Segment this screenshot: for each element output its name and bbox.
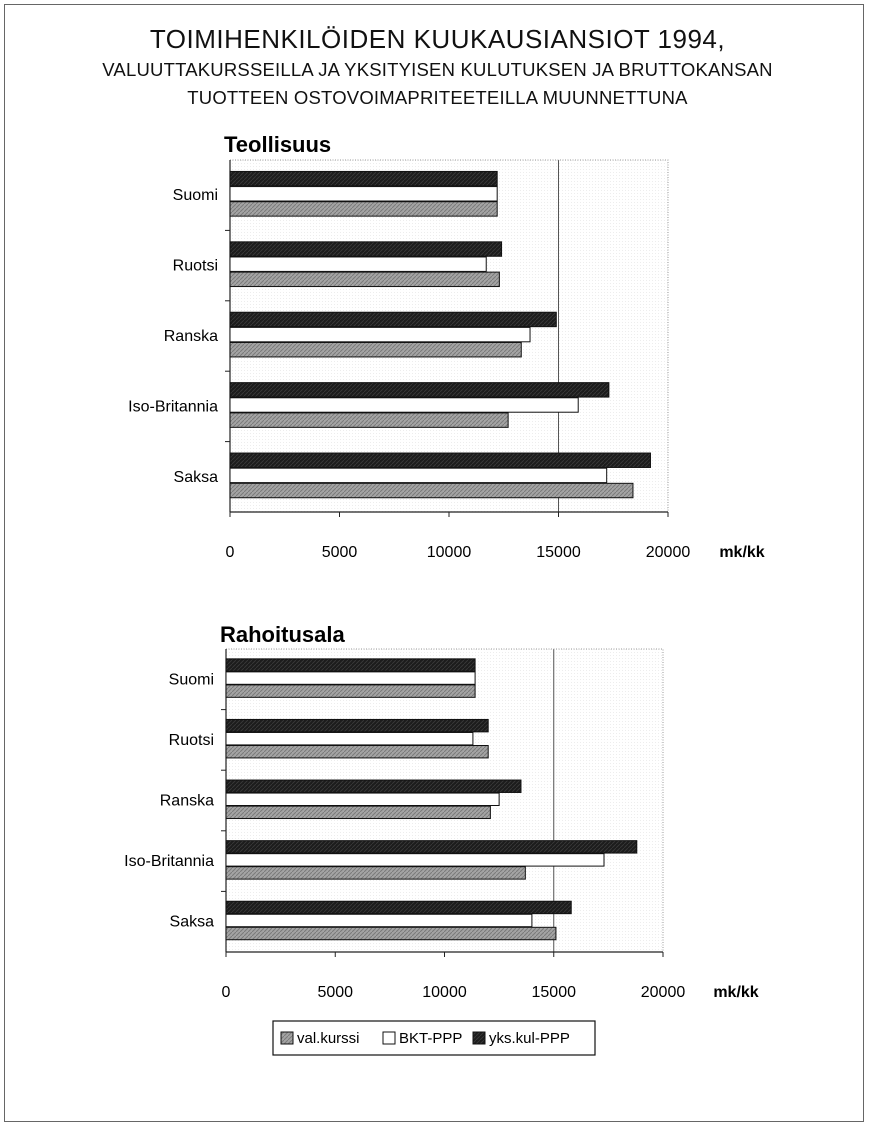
bar-teollisuus-suomi-val-kurssi [229,201,498,217]
legend-swatch [382,1031,396,1045]
bar-teollisuus-ruotsi-yks-kul-ppp [229,241,503,257]
legend-box [272,1020,596,1056]
bar-teollisuus-suomi-yks-kul-ppp [229,170,498,187]
x-tick-label: 20000 [641,984,686,1001]
chart-title-0: Teollisuus [224,132,331,157]
category-label: Ranska [164,328,218,345]
category-label: Saksa [174,469,219,486]
bar-teollisuus-iso-britannia-val-kurssi [229,412,509,428]
bar-rahoitusala-ruotsi-yks-kul-ppp [225,718,489,733]
figure-title: TOIMIHENKILÖIDEN KUUKAUSIANSIOT 1994, [149,24,726,54]
legend-label: val.kurssi [297,1030,360,1047]
bar-rahoitusala-iso-britannia-yks-kul-ppp [225,840,638,854]
bar-rahoitusala-ranska-val-kurssi [225,805,491,820]
category-label: Saksa [170,914,215,931]
bar-teollisuus-suomi-bkt-ppp [229,186,498,202]
category-label: Suomi [169,671,214,688]
bar-teollisuus-iso-britannia-bkt-ppp [229,397,579,413]
category-label: Ranska [160,793,214,810]
bar-teollisuus-iso-britannia-yks-kul-ppp [229,382,610,398]
bar-rahoitusala-suomi-bkt-ppp [225,671,476,685]
bar-teollisuus-ranska-val-kurssi [229,342,522,358]
bar-rahoitusala-ranska-bkt-ppp [225,792,500,806]
bar-rahoitusala-ruotsi-val-kurssi [225,745,489,759]
x-tick-label: 10000 [427,544,472,561]
x-tick-label: 10000 [422,984,467,1001]
bar-teollisuus-saksa-val-kurssi [229,482,634,499]
bar-teollisuus-ruotsi-bkt-ppp [229,256,487,272]
x-tick-label: 15000 [536,544,581,561]
bar-rahoitusala-saksa-bkt-ppp [225,913,533,928]
legend-swatch [472,1031,486,1045]
bar-teollisuus-ranska-bkt-ppp [229,326,531,343]
bar-rahoitusala-saksa-val-kurssi [225,926,557,941]
x-axis-unit-label: mk/kk [713,984,758,1001]
legend-label: BKT-PPP [399,1030,462,1047]
bar-rahoitusala-iso-britannia-val-kurssi [225,866,526,880]
bar-rahoitusala-iso-britannia-bkt-ppp [225,853,605,867]
bar-rahoitusala-suomi-val-kurssi [225,684,476,698]
bar-rahoitusala-suomi-yks-kul-ppp [225,658,476,672]
x-tick-label: 0 [226,544,235,561]
x-axis-unit-label: mk/kk [719,544,764,561]
category-label: Iso-Britannia [124,853,214,870]
legend-swatch [280,1031,294,1045]
bar-teollisuus-ranska-yks-kul-ppp [229,311,557,328]
category-label: Iso-Britannia [128,398,218,415]
bar-rahoitusala-ranska-yks-kul-ppp [225,779,522,793]
x-tick-label: 5000 [317,984,353,1001]
figure-subtitle-line1: VALUUTTAKURSSEILLA JA YKSITYISEN KULUTUK… [102,59,773,80]
category-label: Suomi [173,187,218,204]
figure-header: TOIMIHENKILÖIDEN KUUKAUSIANSIOT 1994, VA… [0,22,875,112]
x-tick-label: 0 [222,984,231,1001]
bar-rahoitusala-saksa-yks-kul-ppp [225,900,572,915]
figure-subtitle-line2: TUOTTEEN OSTOVOIMAPRITEETEILLA MUUNNETTU… [187,87,688,108]
category-label: Ruotsi [169,732,214,749]
bar-teollisuus-ruotsi-val-kurssi [229,271,500,288]
legend-label: yks.kul-PPP [489,1030,570,1047]
category-label: Ruotsi [173,258,218,275]
chart-title-1: Rahoitusala [220,622,345,647]
bar-rahoitusala-ruotsi-bkt-ppp [225,731,474,746]
x-tick-label: 15000 [532,984,577,1001]
bar-teollisuus-saksa-yks-kul-ppp [229,452,651,468]
bar-teollisuus-saksa-bkt-ppp [229,467,608,484]
x-tick-label: 20000 [646,544,691,561]
figure-frame [4,4,864,1122]
x-tick-label: 5000 [322,544,358,561]
